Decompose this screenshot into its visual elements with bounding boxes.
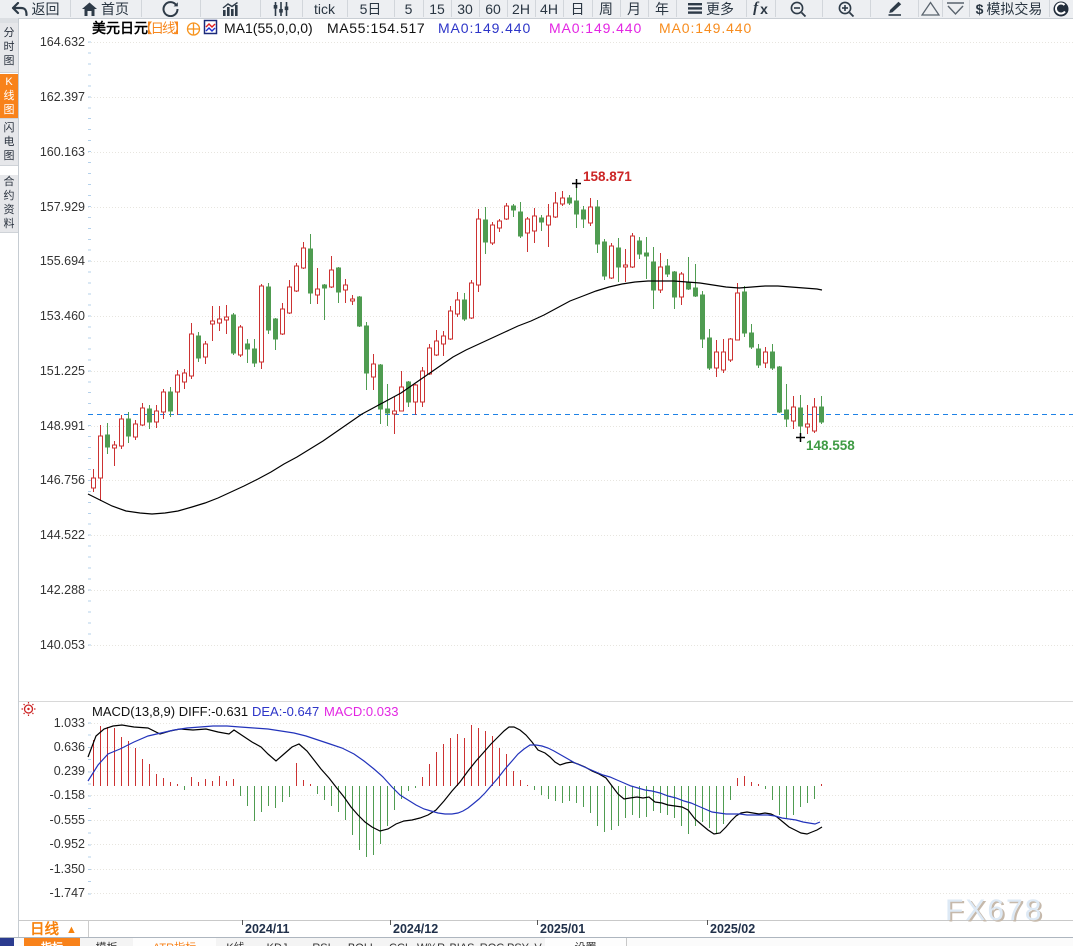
svg-text:-0.555: -0.555: [50, 813, 85, 827]
svg-text:151.225: 151.225: [40, 364, 85, 378]
svg-text:0.239: 0.239: [54, 764, 85, 778]
svg-text:MA1(55,0,0,0): MA1(55,0,0,0): [224, 20, 313, 36]
svg-text:2025/01: 2025/01: [540, 922, 585, 936]
svg-text:144.522: 144.522: [40, 528, 85, 542]
svg-text:MA0:149.440: MA0:149.440: [438, 20, 531, 36]
svg-text:158.871: 158.871: [583, 169, 632, 184]
svg-text:-0.158: -0.158: [50, 788, 85, 802]
svg-text:MACD:0.033: MACD:0.033: [324, 704, 398, 719]
svg-text:美元日元: 美元日元: [92, 20, 148, 36]
svg-text:DEA:-0.647: DEA:-0.647: [252, 704, 319, 719]
svg-text:142.288: 142.288: [40, 583, 85, 597]
svg-text:FX678: FX678: [945, 894, 1043, 927]
svg-text:MA55:154.517: MA55:154.517: [327, 20, 425, 36]
svg-text:146.756: 146.756: [40, 473, 85, 487]
svg-text:2024/11: 2024/11: [245, 922, 290, 936]
svg-text:148.991: 148.991: [40, 419, 85, 433]
svg-text:▲: ▲: [66, 924, 77, 936]
svg-text:153.460: 153.460: [40, 309, 85, 323]
svg-text:148.558: 148.558: [806, 438, 855, 453]
svg-text:MA0:149.440: MA0:149.440: [549, 20, 642, 36]
svg-text:0.636: 0.636: [54, 740, 85, 754]
svg-text:164.632: 164.632: [40, 35, 85, 49]
svg-text:160.163: 160.163: [40, 145, 85, 159]
svg-text:FX678: FX678: [947, 896, 1045, 929]
svg-text:MA0:149.440: MA0:149.440: [659, 20, 752, 36]
svg-text:-1.350: -1.350: [50, 862, 85, 876]
svg-text:162.397: 162.397: [40, 90, 85, 104]
svg-text:157.929: 157.929: [40, 200, 85, 214]
svg-text:日线: 日线: [30, 920, 59, 938]
svg-text:-1.747: -1.747: [50, 886, 85, 900]
svg-text:2024/12: 2024/12: [393, 922, 438, 936]
svg-text:1.033: 1.033: [54, 716, 85, 730]
svg-text:2025/02: 2025/02: [710, 922, 755, 936]
svg-text:-0.952: -0.952: [50, 837, 85, 851]
svg-text:MACD(13,8,9) DIFF:-0.631: MACD(13,8,9) DIFF:-0.631: [92, 704, 248, 719]
svg-text:140.053: 140.053: [40, 638, 85, 652]
svg-text:155.694: 155.694: [40, 254, 85, 268]
svg-text:【日线】: 【日线】: [139, 21, 185, 36]
